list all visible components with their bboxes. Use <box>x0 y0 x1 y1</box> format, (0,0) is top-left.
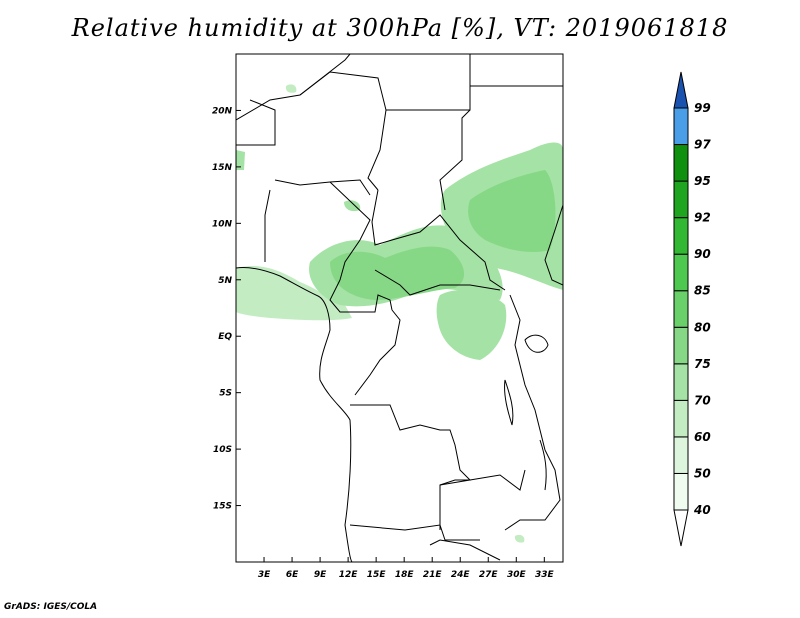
border-n-4 <box>386 54 471 111</box>
lat-tick-label-20N: 20N <box>212 106 233 116</box>
border-drc-east <box>509 294 546 451</box>
map-frame <box>235 53 564 563</box>
lon-tick-label-3E: 3E <box>258 570 271 580</box>
lon-tick-label-30E: 30E <box>507 570 527 580</box>
border-namibia <box>349 524 480 541</box>
map-title: Relative humidity at 300hPa [%], VT: 201… <box>71 14 729 42</box>
colorbar-label-50: 50 <box>694 466 711 480</box>
lon-tick-label-27E: 27E <box>479 570 499 580</box>
colorbar-label-60: 60 <box>694 430 711 444</box>
colorbar: 40 50 60 70 75 80 85 90 92 95 97 99 <box>673 71 711 547</box>
lon-tick-label-12E: 12E <box>339 570 359 580</box>
colorbar-label-97: 97 <box>694 138 711 152</box>
border-angola <box>350 404 472 530</box>
colorbar-seg-1 <box>673 436 689 474</box>
lat-tick-label-15S: 15S <box>213 502 232 512</box>
border-ethiopia <box>544 204 563 286</box>
border-libya-egypt <box>439 90 471 211</box>
lake-victoria <box>524 334 549 353</box>
colorbar-seg-5 <box>673 290 689 328</box>
border-chad-car <box>371 189 506 291</box>
humidity-patch-small-3 <box>344 200 361 212</box>
longitude-axis: 3E 6E 9E 12E 15E 18E 21E 24E 27E 30E 33E <box>258 557 555 580</box>
border-coast-west <box>236 267 353 562</box>
border-car-congo <box>374 269 501 296</box>
humidity-patch-small-1 <box>236 150 245 170</box>
colorbar-label-80: 80 <box>694 320 711 334</box>
lon-tick-label-24E: 24E <box>451 570 471 580</box>
humidity-patch-small-4 <box>514 534 525 543</box>
lat-tick-label-5N: 5N <box>218 276 232 286</box>
border-n-2 <box>236 99 276 146</box>
colorbar-label-92: 92 <box>694 211 711 225</box>
humidity-core-east <box>468 170 556 252</box>
lat-tick-label-10S: 10S <box>213 445 232 455</box>
colorbar-seg-8 <box>673 180 689 219</box>
latitude-axis: 20N 15N 10N 5N EQ 5S 10S 15S <box>212 106 241 512</box>
humidity-band-west <box>236 265 352 321</box>
lon-tick-label-15E: 15E <box>367 570 387 580</box>
lon-tick-label-9E: 9E <box>314 570 327 580</box>
colorbar-label-85: 85 <box>694 284 711 298</box>
colorbar-label-70: 70 <box>694 393 711 407</box>
humidity-patch-small-2 <box>285 84 297 93</box>
colorbar-seg-2 <box>673 399 689 438</box>
lon-tick-label-18E: 18E <box>395 570 415 580</box>
border-nigeria <box>264 181 371 281</box>
colorbar-seg-10 <box>673 107 689 146</box>
lat-tick-label-15N: 15N <box>212 163 233 173</box>
humidity-core-central <box>330 246 465 300</box>
colorbar-seg-9 <box>673 144 689 182</box>
lat-tick-label-EQ: EQ <box>218 332 232 342</box>
humidity-shading <box>236 84 563 543</box>
colorbar-seg-4 <box>673 326 689 365</box>
border-zambia <box>439 469 526 491</box>
grads-credit: GrADS: IGES/COLA <box>4 602 98 612</box>
colorbar-seg-7 <box>673 217 689 255</box>
colorbar-label-90: 90 <box>694 247 711 261</box>
lon-tick-label-33E: 33E <box>535 570 555 580</box>
colorbar-seg-6 <box>673 253 689 292</box>
border-congo-drc <box>354 309 401 396</box>
border-se <box>429 539 501 561</box>
humidity-patch-congo <box>436 289 507 360</box>
colorbar-label-75: 75 <box>694 357 711 371</box>
colorbar-label-40: 40 <box>693 503 711 517</box>
country-borders <box>236 54 563 562</box>
border-cameroon <box>329 279 393 313</box>
lat-tick-label-5S: 5S <box>219 389 232 399</box>
colorbar-seg-above <box>673 71 689 109</box>
lon-tick-label-6E: 6E <box>286 570 299 580</box>
lake-tanganyika <box>504 379 514 426</box>
colorbar-label-95: 95 <box>694 174 711 188</box>
border-niger-chad <box>274 179 371 196</box>
lat-tick-label-10N: 10N <box>212 219 233 229</box>
colorbar-label-99: 99 <box>694 101 711 115</box>
border-east-coast <box>504 449 561 531</box>
border-n-3 <box>299 71 387 191</box>
colorbar-seg-0 <box>673 472 689 511</box>
lake-malawi <box>539 439 547 491</box>
lon-tick-label-21E: 21E <box>423 570 443 580</box>
colorbar-seg-below <box>673 509 689 547</box>
colorbar-seg-3 <box>673 363 689 401</box>
